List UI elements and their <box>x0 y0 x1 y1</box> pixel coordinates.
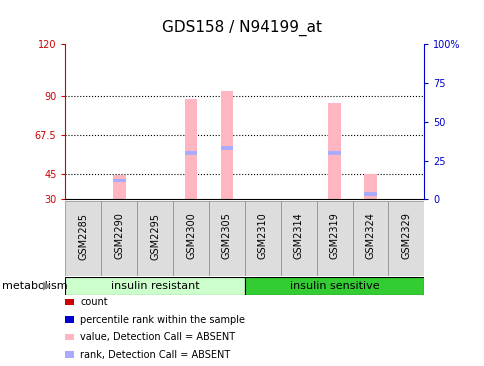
Text: metabolism: metabolism <box>2 281 68 291</box>
Bar <box>65 201 101 276</box>
Bar <box>388 201 424 276</box>
Bar <box>363 193 376 196</box>
Text: count: count <box>80 297 107 307</box>
Bar <box>113 175 125 199</box>
Text: GSM2324: GSM2324 <box>365 213 375 259</box>
Bar <box>328 103 340 199</box>
Bar <box>65 277 244 295</box>
Text: GSM2305: GSM2305 <box>222 213 231 259</box>
Bar <box>101 201 137 276</box>
Text: GSM2310: GSM2310 <box>257 213 267 259</box>
Bar <box>316 201 352 276</box>
Text: GSM2290: GSM2290 <box>114 213 124 259</box>
Bar <box>137 201 173 276</box>
Text: GSM2295: GSM2295 <box>150 213 160 259</box>
Bar <box>244 201 280 276</box>
Text: GSM2285: GSM2285 <box>78 213 88 259</box>
Bar <box>280 201 316 276</box>
Bar <box>220 91 233 199</box>
Text: ▶: ▶ <box>43 281 51 291</box>
Bar <box>113 179 125 182</box>
Bar <box>209 201 244 276</box>
Text: insulin resistant: insulin resistant <box>111 281 199 291</box>
Text: value, Detection Call = ABSENT: value, Detection Call = ABSENT <box>80 332 235 342</box>
Bar <box>363 173 376 199</box>
Text: rank, Detection Call = ABSENT: rank, Detection Call = ABSENT <box>80 350 230 360</box>
Text: percentile rank within the sample: percentile rank within the sample <box>80 314 244 325</box>
Bar <box>173 201 209 276</box>
Bar <box>220 146 233 150</box>
Text: GDS158 / N94199_at: GDS158 / N94199_at <box>162 20 322 36</box>
Bar <box>352 201 388 276</box>
Text: GSM2300: GSM2300 <box>186 213 196 259</box>
Text: GSM2314: GSM2314 <box>293 213 303 259</box>
Bar <box>244 277 424 295</box>
Bar <box>184 99 197 199</box>
Text: GSM2319: GSM2319 <box>329 213 339 259</box>
Bar <box>184 151 197 155</box>
Bar <box>328 151 340 155</box>
Text: GSM2329: GSM2329 <box>401 213 410 259</box>
Text: insulin sensitive: insulin sensitive <box>289 281 378 291</box>
